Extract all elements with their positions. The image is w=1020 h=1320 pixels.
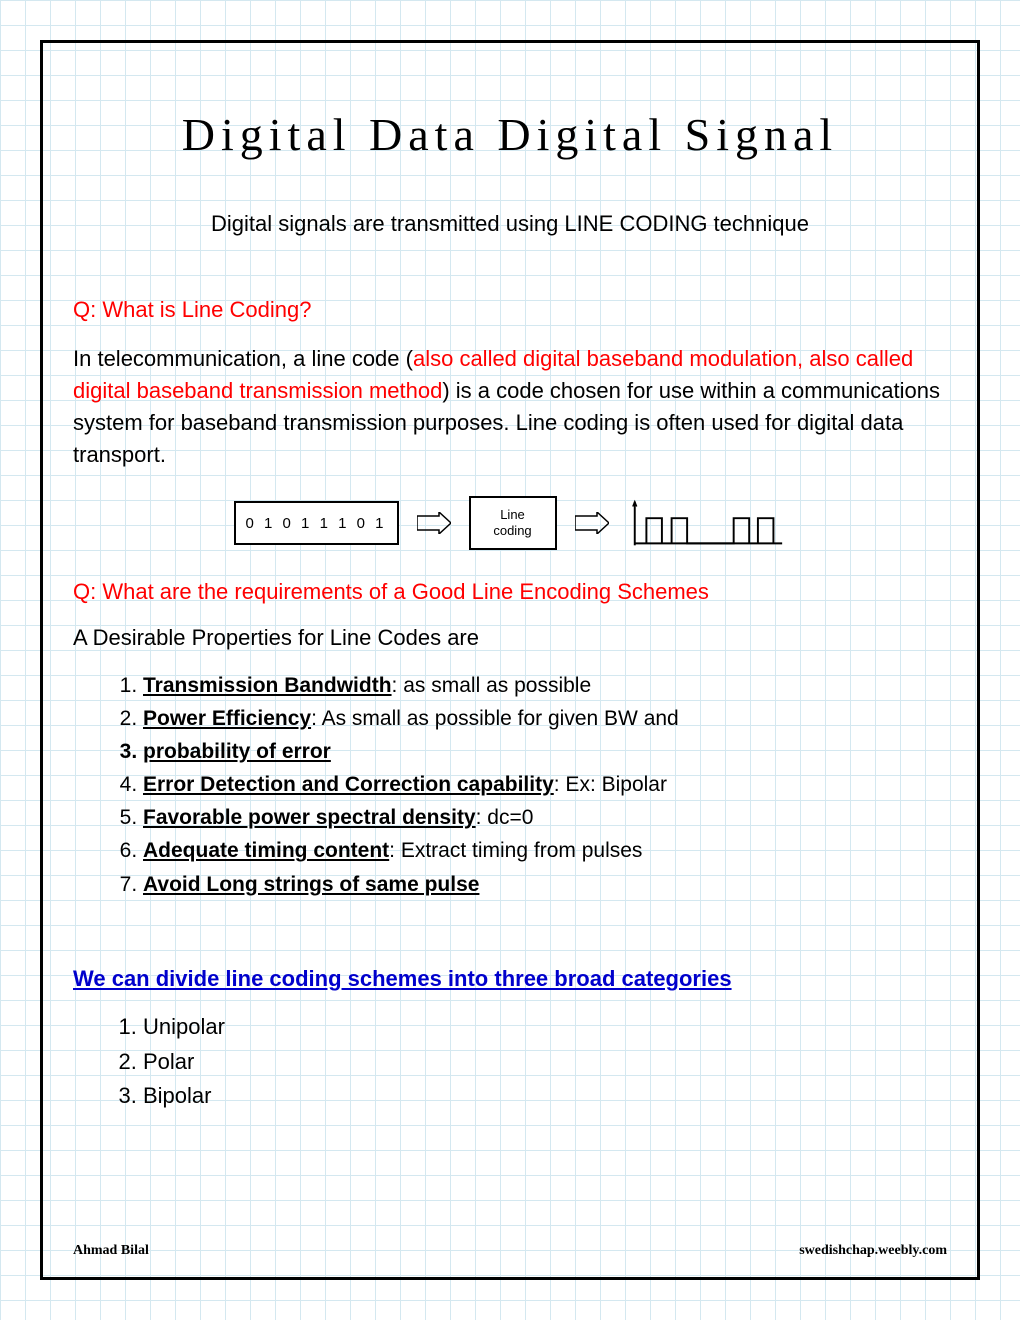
paragraph-1: In telecommunication, a line code (also …: [73, 343, 947, 471]
term: Adequate timing content: [143, 839, 389, 862]
question-1: Q: What is Line Coding?: [73, 297, 947, 323]
arrow-icon: [417, 512, 451, 534]
list-item: Transmission Bandwidth: as small as poss…: [143, 669, 947, 702]
list-item: Power Efficiency: As small as possible f…: [143, 702, 947, 735]
term: probability of error: [143, 740, 331, 763]
rest: : dc=0: [476, 806, 534, 829]
coding-label-1: Line: [500, 507, 525, 523]
list-item: Adequate timing content: Extract timing …: [143, 834, 947, 867]
categories-list: Unipolar Polar Bipolar: [73, 1010, 947, 1114]
rest: : Ex: Bipolar: [554, 773, 667, 796]
bits-box: 0 1 0 1 1 1 0 1: [234, 501, 399, 545]
term: Favorable power spectral density: [143, 806, 476, 829]
rest: : As small as possible for given BW and: [311, 707, 679, 730]
arrow-icon: [575, 512, 609, 534]
line-coding-diagram: 0 1 0 1 1 1 0 1 Line coding: [73, 496, 947, 551]
list-item: Error Detection and Correction capabilit…: [143, 768, 947, 801]
term: Avoid Long strings of same pulse: [143, 873, 479, 896]
properties-list: Transmission Bandwidth: as small as poss…: [73, 669, 947, 901]
coding-label-2: coding: [493, 523, 531, 539]
page-border: Digital Data Digital Signal Digital sign…: [40, 40, 980, 1280]
list-item: Avoid Long strings of same pulse: [143, 868, 947, 901]
line-coding-box: Line coding: [469, 496, 557, 550]
categories-header: We can divide line coding schemes into t…: [73, 966, 947, 992]
list-item: Bipolar: [143, 1079, 947, 1114]
term: Error Detection and Correction capabilit…: [143, 773, 554, 796]
list-item: Unipolar: [143, 1010, 947, 1045]
signal-waveform: [627, 496, 787, 551]
term: Transmission Bandwidth: [143, 674, 392, 697]
list-item: probability of error: [143, 735, 947, 768]
p1-lead: In telecommunication, a line code (: [73, 346, 413, 371]
list-item: Polar: [143, 1045, 947, 1080]
term: Power Efficiency: [143, 707, 311, 730]
rest: : as small as possible: [392, 674, 592, 697]
footer-author: Ahmad Bilal: [73, 1243, 149, 1259]
footer-url: swedishchap.weebly.com: [799, 1243, 947, 1259]
subtitle: Digital signals are transmitted using LI…: [73, 211, 947, 237]
properties-intro: A Desirable Properties for Line Codes ar…: [73, 625, 947, 651]
list-item: Favorable power spectral density: dc=0: [143, 801, 947, 834]
rest: : Extract timing from pulses: [389, 839, 642, 862]
page-title: Digital Data Digital Signal: [73, 108, 947, 161]
footer: Ahmad Bilal swedishchap.weebly.com: [73, 1243, 947, 1259]
question-2: Q: What are the requirements of a Good L…: [73, 579, 947, 605]
